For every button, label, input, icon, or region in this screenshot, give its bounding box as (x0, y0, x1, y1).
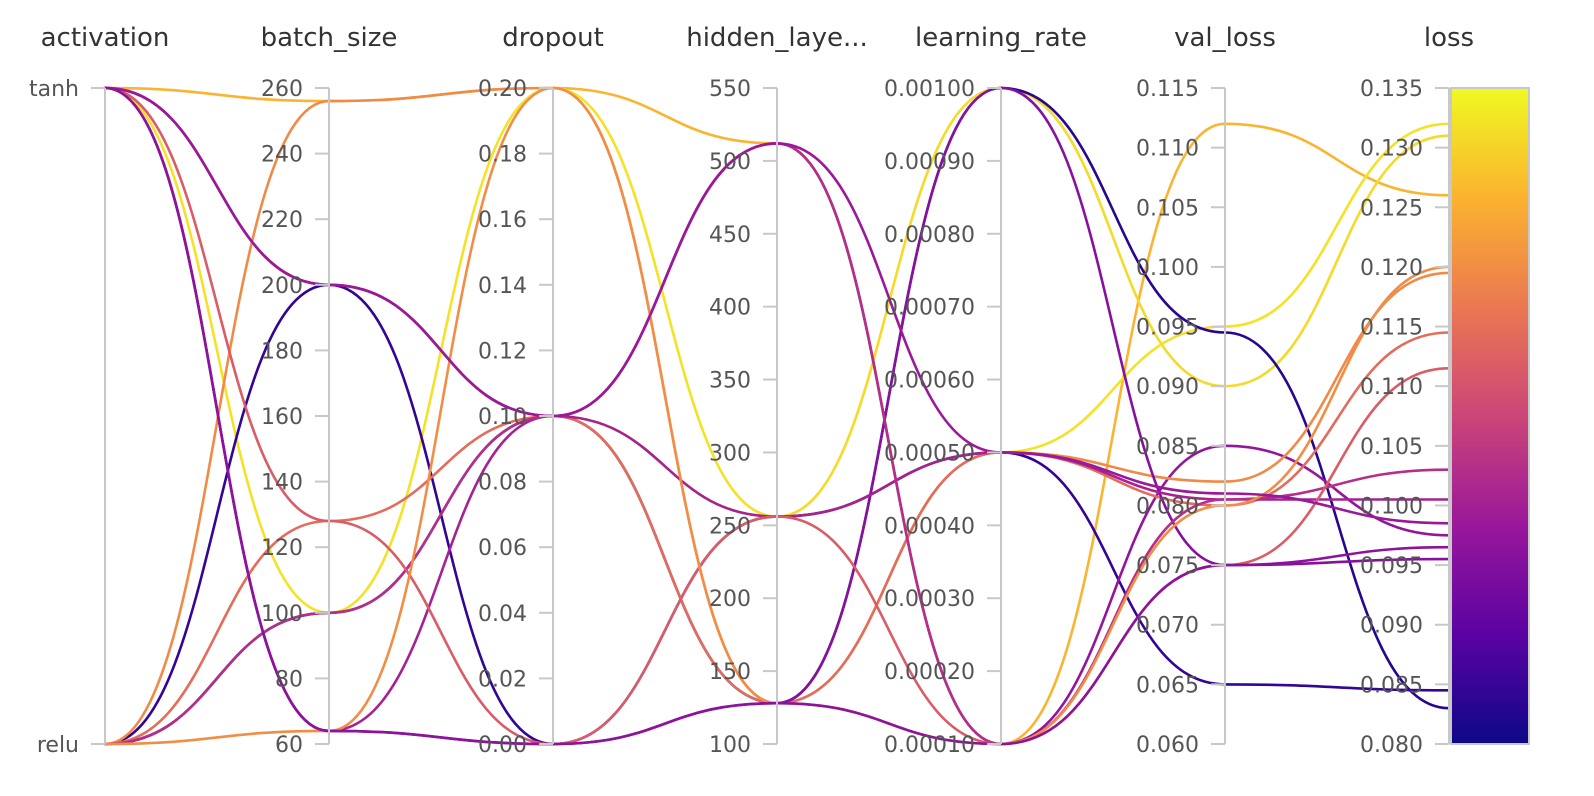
tick-label: 350 (709, 369, 751, 394)
tick-label: 0.080 (1360, 733, 1423, 758)
tick-label: 0.125 (1360, 196, 1423, 221)
tick-label: 0.00080 (884, 223, 975, 248)
tick-label: 0.00010 (884, 733, 975, 758)
tick-label: 0.085 (1136, 435, 1199, 460)
tick-label: 450 (709, 223, 751, 248)
tick-label: 200 (261, 274, 303, 299)
tick-label: 0.095 (1360, 554, 1423, 579)
tick-label: 0.08 (478, 471, 527, 496)
tick-label: 0.06 (478, 536, 527, 561)
tick-label: 180 (261, 339, 303, 364)
tick-label: 0.065 (1136, 673, 1199, 698)
tick-label: 80 (275, 667, 303, 692)
tick-label: 0.130 (1360, 137, 1423, 162)
tick-label: 0.00 (478, 733, 527, 758)
tick-label: 0.100 (1136, 256, 1199, 281)
axis-title-batch_size: batch_size (261, 23, 398, 53)
tick-label: 0.070 (1136, 614, 1199, 639)
axis-title-learning_rate: learning_rate (915, 23, 1087, 53)
tick-label: 0.060 (1136, 733, 1199, 758)
tick-label: 0.090 (1360, 614, 1423, 639)
axis-learning_rate[interactable]: learning_rate 0.00100 0.00090 0.00080 0.0007… (884, 23, 1087, 758)
tick-label: 0.00030 (884, 587, 975, 612)
tick-label: 100 (709, 733, 751, 758)
tick-label: 0.02 (478, 667, 527, 692)
colorbar (1450, 87, 1530, 745)
tick-label: 0.10 (478, 405, 527, 430)
tick-label: 0.20 (478, 77, 527, 102)
axis-title-hidden_layer: hidden_laye... (686, 23, 868, 53)
axis-title-loss: loss (1424, 23, 1474, 53)
tick-label: 500 (709, 150, 751, 175)
tick-label: 0.100 (1360, 494, 1423, 519)
tick-label: 250 (709, 514, 751, 539)
tick-label: 220 (261, 208, 303, 233)
tick-label: 0.105 (1136, 196, 1199, 221)
tick-label: 0.00050 (884, 441, 975, 466)
tick-label: 0.120 (1360, 256, 1423, 281)
tick-label: 150 (709, 660, 751, 685)
tick-label: 0.095 (1136, 316, 1199, 341)
tick-label: 240 (261, 143, 303, 168)
tick-label: 100 (261, 602, 303, 627)
tick-label: 300 (709, 441, 751, 466)
tick-label: 160 (261, 405, 303, 430)
axis-dropout[interactable]: dropout 0.20 0.18 0.16 0.14 0.12 0.10 0.08 0.06 0… (478, 23, 604, 758)
tick-label: 0.00100 (884, 77, 975, 102)
tick-label: 0.04 (478, 602, 527, 627)
tick-label: 60 (275, 733, 303, 758)
tick-label: 0.00020 (884, 660, 975, 685)
colorbar-frame (1450, 87, 1530, 745)
tick-label: relu (37, 733, 79, 758)
axis-title-activation: activation (41, 23, 170, 53)
tick-label: 260 (261, 77, 303, 102)
tick-label: 0.135 (1360, 77, 1423, 102)
tick-label: 0.115 (1360, 316, 1423, 341)
tick-label: 0.18 (478, 143, 527, 168)
tick-label: 0.16 (478, 208, 527, 233)
tick-label: tanh (29, 77, 79, 102)
tick-label: 400 (709, 296, 751, 321)
axis-batch_size[interactable]: batch_size 260 240 220 200 180 160 140 120 100 80 6… (261, 23, 398, 758)
axis-title-val_loss: val_loss (1174, 23, 1276, 53)
axes: activation tanh relu batch_size 260 240 220 200… (29, 23, 1474, 758)
tick-label: 0.00090 (884, 150, 975, 175)
series-line-15[interactable] (103, 86, 1451, 746)
tick-label: 0.00070 (884, 296, 975, 321)
axis-val_loss[interactable]: val_loss 0.115 0.110 0.105 0.100 0.095 0.090 0.… (1136, 23, 1276, 758)
tick-label: 0.00060 (884, 369, 975, 394)
tick-label: 0.14 (478, 274, 527, 299)
tick-label: 0.090 (1136, 375, 1199, 400)
tick-label: 140 (261, 471, 303, 496)
tick-label: 0.12 (478, 339, 527, 364)
axis-hidden_layer[interactable]: hidden_laye... 550 500 450 400 350 300 250 200 15… (686, 23, 868, 758)
tick-label: 0.00040 (884, 514, 975, 539)
colorbar-gradient (1451, 88, 1529, 744)
tick-label: 0.110 (1360, 375, 1423, 400)
tick-label: 0.110 (1136, 137, 1199, 162)
axis-title-dropout: dropout (502, 23, 604, 53)
series-line-3[interactable] (103, 86, 1451, 615)
tick-label: 0.115 (1136, 77, 1199, 102)
tick-label: 550 (709, 77, 751, 102)
tick-label: 0.085 (1360, 673, 1423, 698)
tick-label: 0.105 (1360, 435, 1423, 460)
tick-label: 120 (261, 536, 303, 561)
tick-label: 0.075 (1136, 554, 1199, 579)
tick-label: 0.080 (1136, 494, 1199, 519)
axis-activation[interactable]: activation tanh relu (29, 23, 169, 758)
tick-label: 200 (709, 587, 751, 612)
